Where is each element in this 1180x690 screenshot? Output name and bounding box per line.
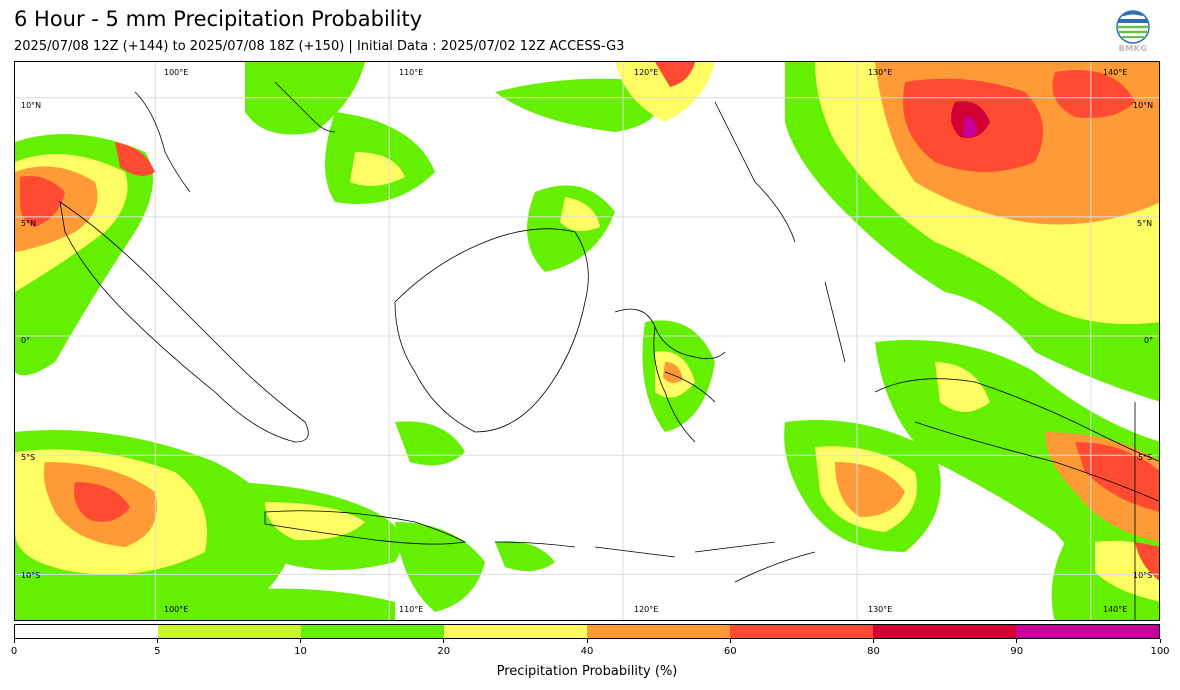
colorbar-tick-mark [1159,639,1161,643]
lon-label-top-110: 110°E [399,68,424,77]
map-canvas [15,62,1159,620]
colorbar-segment [15,625,158,638]
lon-label-top-100: 100°E [164,68,189,77]
lon-label-bottom-110: 110°E [399,605,424,614]
precip-field [15,62,1159,620]
lat-label-right-10s: 10°S [1133,571,1153,580]
colorbar-segment [873,625,1016,638]
lon-label-bottom-130: 130°E [868,605,893,614]
colorbar-segment [301,625,444,638]
colorbar-segment [587,625,730,638]
lon-label-bottom-100: 100°E [164,605,189,614]
lat-label-left-5s: 5°S [21,453,36,462]
lon-label-top-140: 140°E [1103,68,1128,77]
colorbar-tick-mark [873,639,874,643]
colorbar-segment [444,625,587,638]
lon-label-top-120: 120°E [634,68,659,77]
colorbar-tick-mark [300,639,301,643]
colorbar-label: Precipitation Probability (%) [496,664,678,679]
colorbar-segment [730,625,873,638]
lat-label-right-5s: 5°S [1138,453,1153,462]
coastlines [59,81,1159,620]
colorbar-tick-label: 60 [723,646,737,657]
lat-label-left-10s: 10°S [21,571,41,580]
colorbar-tick-label: 90 [1010,646,1024,657]
lat-label-left-0: 0° [21,336,31,345]
colorbar-tick-label: 5 [154,646,161,657]
colorbar-tick-mark [1016,639,1018,643]
colorbar-tick-label: 80 [867,646,880,657]
lat-label-right-10n: 10°N [1133,101,1154,110]
colorbar-segment [1016,625,1159,638]
lat-label-right-0: 0° [1144,336,1154,345]
colorbar-tick-mark [729,639,731,643]
lon-label-top-130: 130°E [868,68,893,77]
colorbar-tick-mark [443,639,445,643]
lon-label-bottom-140: 140°E [1103,605,1128,614]
page-subtitle: 2025/07/08 12Z (+144) to 2025/07/08 18Z … [14,39,625,54]
colorbar-segment [158,625,301,638]
precipitation-map: 100°E 110°E 120°E 130°E 140°E 100°E 110°… [14,61,1160,621]
graticule [15,62,1159,620]
colorbar-tick-label: 20 [437,646,451,657]
colorbar-tick-mark [13,639,15,643]
bmkg-logo: BMKG [1114,10,1152,56]
colorbar [14,624,1160,639]
page-title: 6 Hour - 5 mm Precipitation Probability [14,7,423,31]
logo-text: BMKG [1118,44,1148,53]
colorbar-tick-label: 100 [1150,646,1170,657]
lat-label-left-5n: 5°N [21,219,37,228]
colorbar-tick-label: 10 [294,646,307,657]
lat-label-left-10n: 10°N [21,101,42,110]
lon-label-bottom-120: 120°E [634,605,659,614]
colorbar-tick-label: 0 [10,646,18,657]
colorbar-tick-mark [586,639,588,643]
colorbar-tick-label: 40 [580,646,594,657]
globe-icon [1116,10,1150,44]
lat-label-right-5n: 5°N [1137,219,1153,228]
colorbar-tick-mark [156,639,158,643]
